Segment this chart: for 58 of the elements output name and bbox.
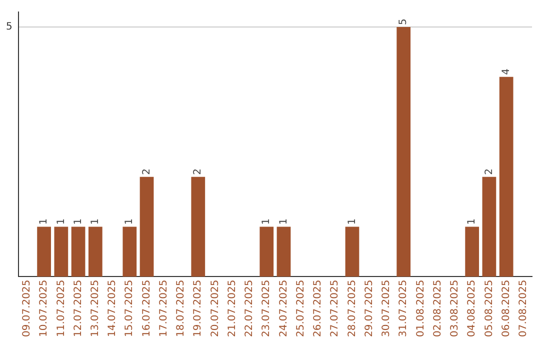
x-tick-label: 19.07.2025: [192, 280, 204, 338]
x-tick-label: 25.07.2025: [295, 280, 306, 338]
x-tick-label: 24.07.2025: [278, 280, 290, 338]
data-label: 1: [346, 218, 358, 225]
bar: [54, 226, 68, 277]
x-tick-label: 27.07.2025: [330, 280, 341, 338]
x-tick-label: 22.07.2025: [244, 280, 256, 338]
x-tick-label: 29.07.2025: [364, 280, 375, 338]
x-tick-label: 28.07.2025: [346, 280, 358, 338]
data-label: 2: [192, 168, 204, 175]
data-label: 1: [90, 218, 101, 225]
x-tick-label: 06.08.2025: [500, 280, 512, 338]
x-tick-label: 31.07.2025: [398, 280, 410, 338]
bar: [465, 226, 480, 277]
data-label: 2: [141, 168, 152, 175]
bar: [71, 226, 86, 277]
bar: [499, 76, 514, 277]
x-tick-label: 03.08.2025: [450, 280, 461, 338]
bar: [37, 226, 51, 277]
x-tick-label: 10.07.2025: [38, 280, 50, 338]
x-tick-label: 02.08.2025: [432, 280, 444, 338]
bar: [88, 226, 102, 277]
x-tick-label: 23.07.2025: [261, 280, 272, 338]
x-tick-label: 21.07.2025: [226, 280, 238, 338]
x-tick-label: 07.08.2025: [518, 280, 530, 338]
x-tick-label: 09.07.2025: [22, 280, 33, 338]
data-label: 1: [466, 218, 478, 225]
x-tick-label: 16.07.2025: [141, 280, 152, 338]
bar: [122, 226, 137, 277]
x-tick-label: 20.07.2025: [210, 280, 221, 338]
x-tick-label: 01.08.2025: [415, 280, 426, 338]
bar: [260, 226, 274, 277]
bar: [345, 226, 360, 277]
x-tick-label: 15.07.2025: [124, 280, 136, 338]
data-label: 1: [72, 218, 84, 225]
data-label: 1: [261, 218, 272, 225]
bar: [276, 226, 291, 277]
data-label: 2: [484, 168, 495, 175]
data-label: 5: [398, 18, 410, 25]
x-tick-label: 12.07.2025: [72, 280, 84, 338]
x-tick-label: 14.07.2025: [107, 280, 118, 338]
bar: [191, 176, 206, 277]
x-tick-label: 17.07.2025: [158, 280, 170, 338]
data-label: 1: [278, 218, 290, 225]
x-tick-label: 13.07.2025: [90, 280, 101, 338]
x-tick-label: 30.07.2025: [381, 280, 392, 338]
bar: [140, 176, 154, 277]
x-tick-label: 11.07.2025: [56, 280, 67, 338]
data-label: 1: [38, 218, 50, 225]
x-tick-label: 04.08.2025: [466, 280, 478, 338]
x-tick-label: 05.08.2025: [484, 280, 495, 338]
x-tick-label: 18.07.2025: [176, 280, 187, 338]
data-label: 4: [500, 68, 512, 75]
data-label: 1: [124, 218, 136, 225]
bar: [396, 26, 411, 277]
bar: [482, 176, 496, 277]
data-label: 1: [56, 218, 67, 225]
x-tick-label: 26.07.2025: [312, 280, 324, 338]
